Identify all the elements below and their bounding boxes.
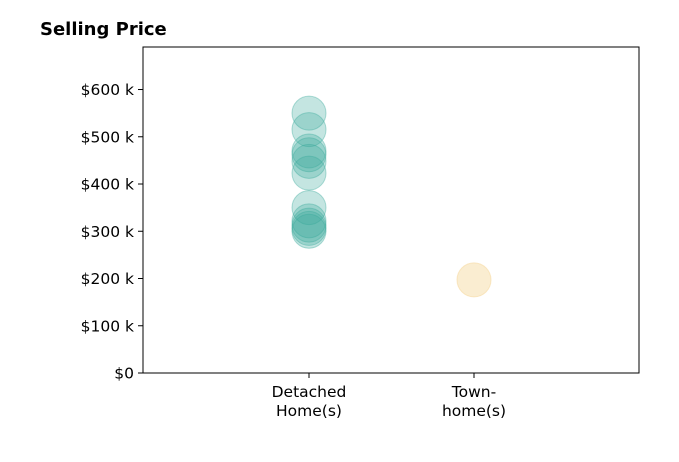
data-point xyxy=(291,95,327,131)
x-axis: Detached Home(s) Town-home(s) xyxy=(272,373,506,420)
data-point xyxy=(291,155,327,191)
data-point xyxy=(291,190,327,226)
y-tick-label: $100 k xyxy=(81,317,134,335)
y-tick-label: $400 k xyxy=(81,176,134,194)
y-axis: $0 $100 k $200 k $300 k $400 k $500 k $600 k xyxy=(81,81,143,383)
x-tick-label: Detached Home(s) xyxy=(272,383,347,420)
chart-title: Selling Price xyxy=(40,19,167,40)
data-points xyxy=(291,95,492,298)
data-point xyxy=(291,207,327,243)
data-point xyxy=(291,210,327,246)
data-point xyxy=(291,143,327,179)
data-point xyxy=(291,133,327,169)
data-point xyxy=(291,213,327,249)
x-tick-label: Town-home(s) xyxy=(442,383,506,420)
data-point xyxy=(291,112,327,148)
y-tick-label: $300 k xyxy=(81,223,134,241)
y-tick-label: $200 k xyxy=(81,270,134,288)
plot-frame xyxy=(142,46,640,374)
data-point xyxy=(291,137,327,173)
data-point xyxy=(291,203,327,239)
y-tick-label: $600 k xyxy=(81,81,134,99)
y-tick-label: $0 xyxy=(114,365,134,383)
data-point xyxy=(456,262,492,298)
y-tick-label: $500 k xyxy=(81,128,134,146)
